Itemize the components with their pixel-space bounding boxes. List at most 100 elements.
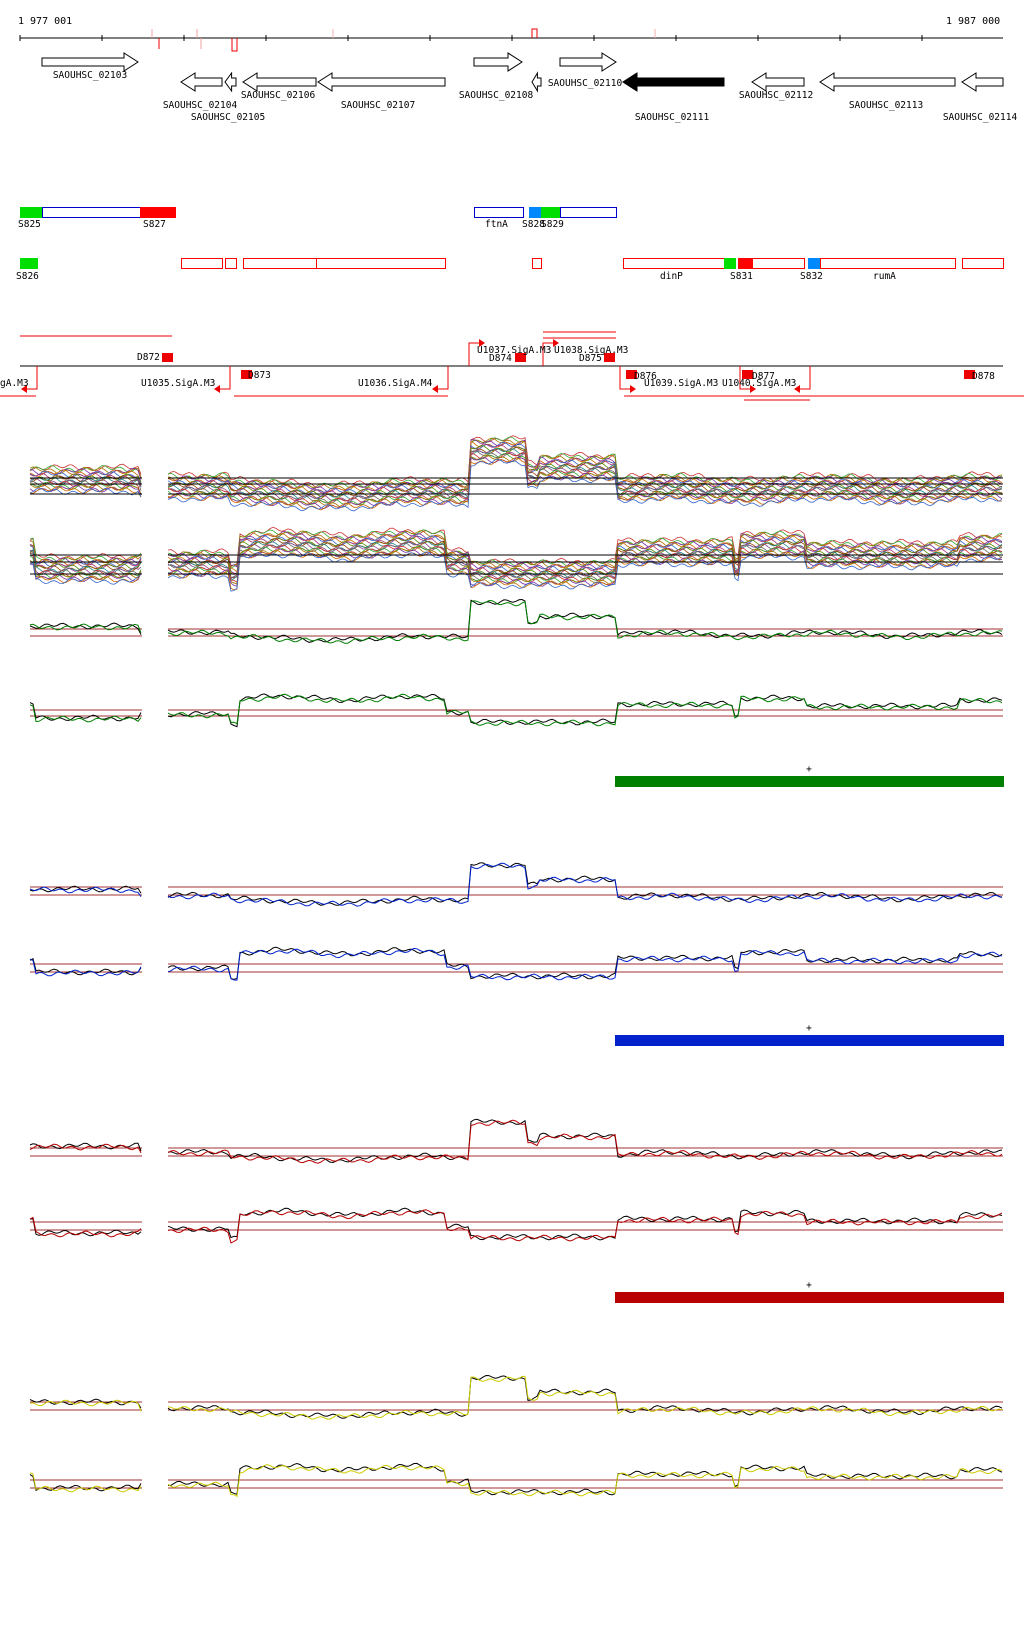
expression-line-colored bbox=[167, 693, 1003, 727]
coord-end-label: 1 987 000 bbox=[946, 16, 1000, 27]
promoter-arrow bbox=[800, 366, 811, 390]
expression-track bbox=[29, 1118, 1003, 1164]
expression-line-colored bbox=[29, 1143, 142, 1154]
expression-line bbox=[167, 530, 1003, 570]
expression-panels: + + + bbox=[29, 435, 1004, 1498]
expression-line bbox=[167, 458, 1003, 512]
promoter-label: U1038.SigA.M3 bbox=[554, 345, 628, 356]
segment-S828 bbox=[529, 207, 542, 218]
expression-line-colored bbox=[29, 623, 142, 633]
expression-line bbox=[29, 470, 142, 484]
gene-label-g02114: SAOUHSC_02114 bbox=[943, 112, 1018, 123]
expression-line bbox=[167, 530, 1003, 569]
segment-label-S825: S825 bbox=[18, 219, 41, 230]
strand-marker: + bbox=[806, 764, 812, 775]
promoter-label: D876 bbox=[634, 371, 657, 382]
segment-S831 bbox=[738, 258, 753, 269]
promoter-label: D878 bbox=[972, 371, 995, 382]
gene-arrow-g02109 bbox=[531, 71, 542, 93]
expression-line-black bbox=[29, 1474, 142, 1492]
expression-line bbox=[29, 483, 142, 494]
expression-line-colored bbox=[167, 600, 1003, 644]
promoter-arrow bbox=[27, 366, 38, 390]
promoter-arrow bbox=[220, 366, 231, 390]
expression-line-colored bbox=[29, 704, 142, 723]
segment-s825-826-box bbox=[42, 207, 141, 218]
gene-arrow-g02113 bbox=[819, 72, 956, 92]
segment-S826 bbox=[20, 258, 38, 269]
segment-dinP bbox=[623, 258, 725, 269]
gene-label-g02107: SAOUHSC_02107 bbox=[341, 100, 415, 111]
segment-ftnA bbox=[474, 207, 524, 218]
expression-line-colored bbox=[29, 958, 142, 977]
promoter-label: U1037.SigA.M3 bbox=[477, 345, 551, 356]
expression-line-black bbox=[29, 885, 142, 894]
promoter-label: U1039.SigA.M3 bbox=[644, 378, 718, 389]
segment-label-dinP: dinP bbox=[660, 271, 683, 282]
segment-r4 bbox=[316, 258, 446, 269]
expression-line bbox=[29, 537, 142, 561]
promoter-label: D873 bbox=[248, 370, 271, 381]
promoter-label: D877 bbox=[752, 371, 775, 382]
expression-line-colored bbox=[29, 1472, 142, 1493]
segment-label-rumA: rumA bbox=[873, 271, 896, 282]
expression-line bbox=[167, 440, 1003, 494]
gene-arrow-g02111 bbox=[622, 72, 725, 92]
expression-track bbox=[29, 1462, 1003, 1498]
expression-line bbox=[29, 544, 142, 567]
expression-line bbox=[29, 469, 142, 484]
expression-line bbox=[29, 465, 142, 478]
promoter-arrowhead bbox=[21, 385, 27, 393]
strand-bar bbox=[615, 776, 1004, 787]
expression-track bbox=[29, 862, 1003, 907]
promoter-label: gA.M3 bbox=[0, 378, 29, 389]
expression-track bbox=[29, 693, 1003, 728]
segment-S832 bbox=[808, 258, 821, 269]
promoter-label: U1035.SigA.M3 bbox=[141, 378, 215, 389]
expression-line bbox=[29, 474, 142, 486]
expression-line bbox=[29, 563, 142, 582]
promoter-arrow bbox=[542, 342, 553, 366]
segment-label-S827: S827 bbox=[143, 219, 166, 230]
expression-line-colored bbox=[29, 886, 142, 897]
terminator-box bbox=[604, 353, 615, 362]
promoter-arrow bbox=[739, 366, 750, 390]
promoter-arrow bbox=[438, 366, 449, 390]
terminator-box bbox=[964, 370, 975, 379]
expression-line bbox=[29, 545, 142, 568]
promoter-label: U1040.SigA.M3 bbox=[722, 378, 796, 389]
axis-mark bbox=[231, 38, 238, 52]
strand-bar bbox=[615, 1292, 1004, 1303]
gene-arrow-g02112 bbox=[751, 72, 805, 92]
segment-r3 bbox=[243, 258, 317, 269]
expression-line-black bbox=[167, 1207, 1003, 1241]
gene-arrow-g02108 bbox=[473, 52, 523, 72]
expression-line bbox=[167, 551, 1003, 592]
expression-line bbox=[29, 487, 142, 498]
gene-label-g02106: SAOUHSC_02106 bbox=[241, 90, 316, 101]
terminator-box bbox=[241, 370, 252, 379]
gene-label-g02110: SAOUHSC_02110 bbox=[548, 78, 623, 89]
expression-line bbox=[29, 561, 142, 584]
axis-mark bbox=[531, 28, 538, 38]
segment-label-S828: S828 bbox=[522, 219, 545, 230]
promoter-track: D872 gA.M3 U1035.SigA.M3 D873 U1036.SigA.M4 U… bbox=[0, 331, 1024, 401]
strand-marker: + bbox=[806, 1023, 812, 1034]
promoter-arrow bbox=[619, 366, 630, 390]
expression-line bbox=[167, 445, 1003, 498]
expression-line bbox=[167, 535, 1003, 575]
expression-line bbox=[29, 561, 142, 585]
promoter-label: D872 bbox=[137, 352, 160, 363]
gene-arrow-g02105 bbox=[224, 71, 237, 93]
segment-r7 bbox=[962, 258, 1004, 269]
strand-bar bbox=[615, 1035, 1004, 1046]
expression-track bbox=[29, 946, 1003, 981]
gene-label-g02111: SAOUHSC_02111 bbox=[635, 112, 710, 123]
gene-label-g02104: SAOUHSC_02104 bbox=[163, 100, 238, 111]
expression-line-black bbox=[167, 598, 1003, 643]
coordinate-axis-ticks bbox=[19, 28, 923, 52]
segment-S825 bbox=[20, 207, 43, 218]
